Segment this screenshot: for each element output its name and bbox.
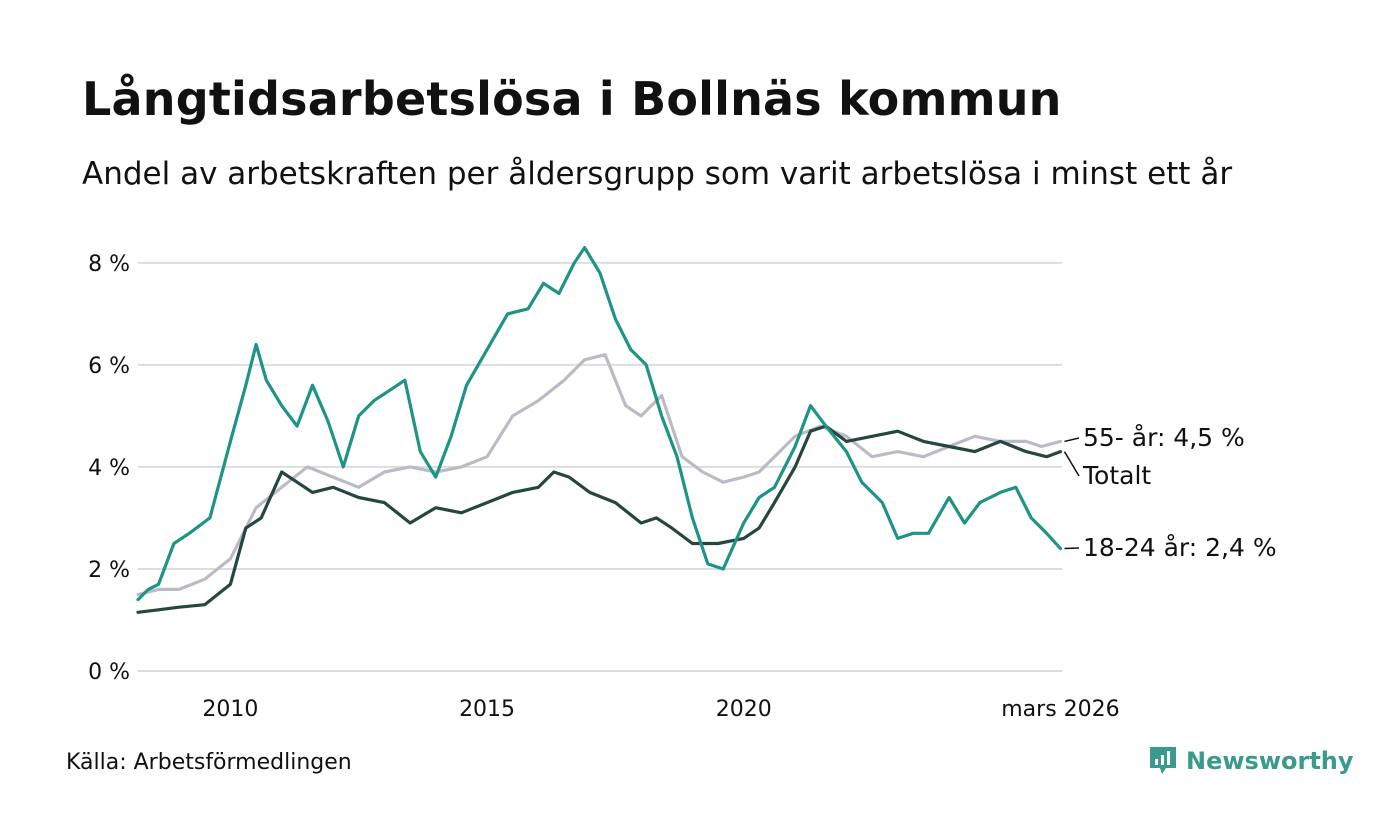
y-tick-label: 6 % bbox=[88, 354, 130, 379]
newsworthy-logo-icon bbox=[1150, 747, 1176, 774]
source-note: Källa: Arbetsförmedlingen bbox=[66, 750, 352, 775]
end-label-18-24: 18-24 år: 2,4 % bbox=[1083, 533, 1277, 562]
newsworthy-logo-text: Newsworthy bbox=[1186, 747, 1354, 775]
line-chart: 0 % 2 % 4 % 6 % 8 % 2010 2015 2020 mars 2026 55… bbox=[88, 246, 1277, 722]
label-connector bbox=[1064, 547, 1080, 550]
grid-layer bbox=[138, 261, 1062, 672]
chart-title: Långtidsarbetslösa i Bollnäs kommun bbox=[82, 72, 1062, 126]
end-label-total: Totalt bbox=[1082, 461, 1151, 490]
y-tick-label: 8 % bbox=[88, 252, 130, 277]
y-tick-label: 2 % bbox=[88, 558, 130, 583]
x-tick-label: 2015 bbox=[459, 697, 515, 722]
chart-subtitle: Andel av arbetskraften per åldersgrupp s… bbox=[82, 156, 1233, 192]
y-axis-ticks: 0 % 2 % 4 % 6 % 8 % bbox=[88, 252, 130, 685]
y-tick-label: 4 % bbox=[88, 456, 130, 481]
x-tick-label: 2010 bbox=[202, 697, 258, 722]
series-line-total bbox=[136, 424, 1063, 614]
end-label-55-plus: 55- år: 4,5 % bbox=[1083, 423, 1245, 452]
x-tick-label: mars 2026 bbox=[1001, 697, 1119, 722]
y-tick-label: 0 % bbox=[88, 660, 130, 685]
x-tick-label: 2020 bbox=[716, 697, 772, 722]
series-layer bbox=[136, 246, 1063, 614]
series-labels: 55- år: 4,5 % Totalt 18-24 år: 2,4 % bbox=[1063, 423, 1277, 562]
x-axis-ticks: 2010 2015 2020 mars 2026 bbox=[202, 697, 1119, 722]
label-connector bbox=[1064, 437, 1080, 443]
series-line-18-24 bbox=[136, 246, 1063, 602]
newsworthy-logo[interactable]: Newsworthy bbox=[1148, 744, 1354, 778]
series-line-55-plus bbox=[136, 353, 1063, 597]
label-connector bbox=[1063, 451, 1080, 477]
